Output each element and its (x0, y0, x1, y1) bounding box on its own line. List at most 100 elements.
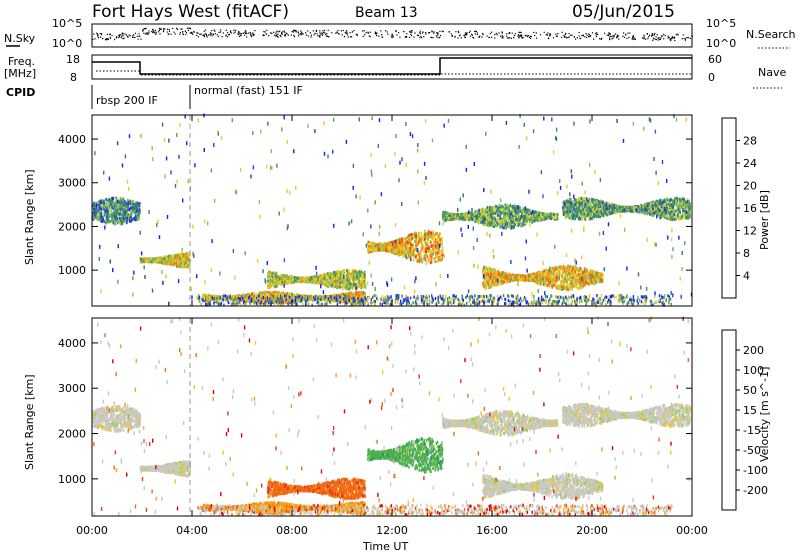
range-cell (304, 294, 307, 298)
noise-point (539, 34, 542, 36)
noise-point (275, 32, 277, 34)
range-cell (420, 249, 422, 253)
range-cell (149, 258, 151, 262)
range-cell (402, 241, 405, 245)
noise-point (132, 36, 134, 38)
noise-point (486, 35, 488, 37)
plot-title: Fort Hays West (fitACF) (92, 2, 289, 22)
range-cell (106, 220, 108, 224)
noise-point (410, 33, 412, 35)
noise-point (346, 30, 348, 32)
range-cell (281, 276, 283, 280)
noise-point (376, 32, 378, 34)
range-cell (346, 277, 349, 280)
range-cell (183, 261, 185, 265)
range-cell (126, 211, 128, 215)
range-cell (279, 275, 282, 278)
range-cell (290, 281, 293, 285)
range-cell (105, 201, 107, 205)
noise-point (442, 31, 444, 33)
noise-point (682, 34, 684, 36)
range-cell (313, 295, 316, 299)
range-cell (135, 209, 137, 213)
noise-point (508, 32, 510, 34)
noise-point (556, 35, 558, 37)
noise-point (612, 37, 614, 39)
noise-point (450, 33, 452, 35)
noise-point (142, 30, 144, 32)
range-cell (110, 209, 113, 213)
noise-point (430, 36, 432, 38)
beam-label: Beam 13 (355, 5, 418, 21)
noise-point (533, 31, 535, 33)
noise-point (675, 34, 677, 36)
range-cell (254, 297, 257, 301)
range-cell (127, 213, 129, 217)
noise-point (202, 34, 204, 36)
range-cell (264, 290, 267, 294)
noise-point (99, 32, 101, 35)
range-cell (359, 279, 362, 283)
noise-point (609, 39, 611, 41)
range-cell (121, 216, 123, 219)
noise-point (309, 32, 311, 34)
range-cell (333, 294, 335, 298)
range-cell (115, 213, 118, 217)
noise-point (431, 31, 433, 33)
range-cell (331, 274, 333, 278)
noise-point (146, 33, 148, 35)
noise-point (338, 33, 340, 35)
noise-point (185, 33, 187, 36)
range-cell (129, 200, 131, 204)
range-cell (123, 210, 125, 214)
noise-point (148, 32, 150, 34)
noise-point (518, 31, 520, 33)
range-cell (424, 258, 427, 262)
range-cell (364, 285, 366, 289)
range-cell (217, 295, 220, 299)
range-cell (178, 256, 180, 260)
noise-point (529, 35, 531, 37)
range-cell (409, 236, 412, 239)
range-cell (110, 219, 112, 223)
noise-point (228, 33, 231, 35)
noise-point (476, 34, 478, 36)
range-cell (125, 215, 127, 219)
range-cell (285, 293, 287, 296)
range-cell (428, 258, 430, 262)
range-cell (440, 240, 443, 243)
range-cell (319, 282, 322, 286)
noise-point (151, 30, 153, 33)
noise-point (657, 39, 659, 41)
noise-point (566, 37, 568, 39)
range-cell (267, 284, 269, 288)
range-cell (112, 220, 114, 224)
range-cell (342, 295, 345, 299)
noise-point (233, 32, 235, 34)
range-cell (347, 298, 349, 302)
range-cell (275, 282, 277, 286)
range-cell (126, 201, 128, 205)
range-cell (359, 285, 361, 289)
range-cell (112, 200, 114, 203)
range-cell (120, 208, 122, 212)
range-cell (274, 293, 276, 297)
range-cell (417, 259, 420, 263)
noise-point (148, 30, 150, 32)
range-cell (275, 273, 277, 277)
noise-point (244, 34, 246, 36)
noise-tick-left-bottom: 10^0 (52, 37, 82, 50)
range-cell (327, 277, 329, 280)
range-cell (310, 278, 313, 282)
noise-point (392, 36, 394, 38)
noise-point (235, 29, 237, 31)
noise-point (623, 36, 626, 38)
range-cell (300, 280, 303, 283)
range-cell (272, 291, 274, 295)
range-cell (174, 257, 176, 261)
noise-point (278, 31, 280, 33)
range-cell (348, 277, 350, 281)
freq-tick-bottom: 8 (70, 71, 77, 84)
noise-point (437, 34, 439, 36)
noise-point (455, 31, 457, 33)
